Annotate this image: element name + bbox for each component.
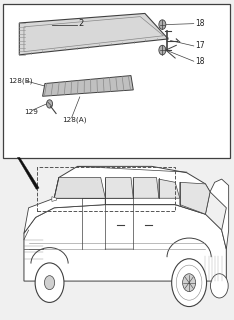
Text: 129: 129 — [24, 108, 38, 115]
Polygon shape — [133, 178, 159, 198]
Text: 128(B): 128(B) — [8, 78, 32, 84]
Polygon shape — [210, 179, 229, 249]
Circle shape — [211, 274, 228, 298]
Text: 18: 18 — [195, 19, 205, 28]
Text: 17: 17 — [195, 41, 205, 51]
Circle shape — [172, 259, 207, 307]
Polygon shape — [24, 204, 226, 281]
Circle shape — [47, 100, 53, 108]
Bar — [37, 167, 175, 211]
Polygon shape — [54, 166, 210, 214]
Circle shape — [159, 45, 166, 55]
Polygon shape — [19, 13, 168, 55]
Bar — [3, 4, 230, 158]
Polygon shape — [105, 178, 133, 198]
Circle shape — [35, 263, 64, 302]
Polygon shape — [159, 179, 180, 198]
Circle shape — [159, 20, 166, 29]
Text: 2: 2 — [79, 20, 84, 28]
Circle shape — [183, 274, 196, 292]
Polygon shape — [24, 198, 105, 233]
Polygon shape — [54, 178, 105, 198]
Circle shape — [44, 276, 55, 290]
Polygon shape — [180, 182, 210, 214]
Text: 18: 18 — [195, 57, 205, 66]
Text: 128(A): 128(A) — [62, 116, 87, 123]
Polygon shape — [52, 197, 57, 201]
Polygon shape — [18, 157, 39, 189]
Polygon shape — [43, 76, 133, 96]
